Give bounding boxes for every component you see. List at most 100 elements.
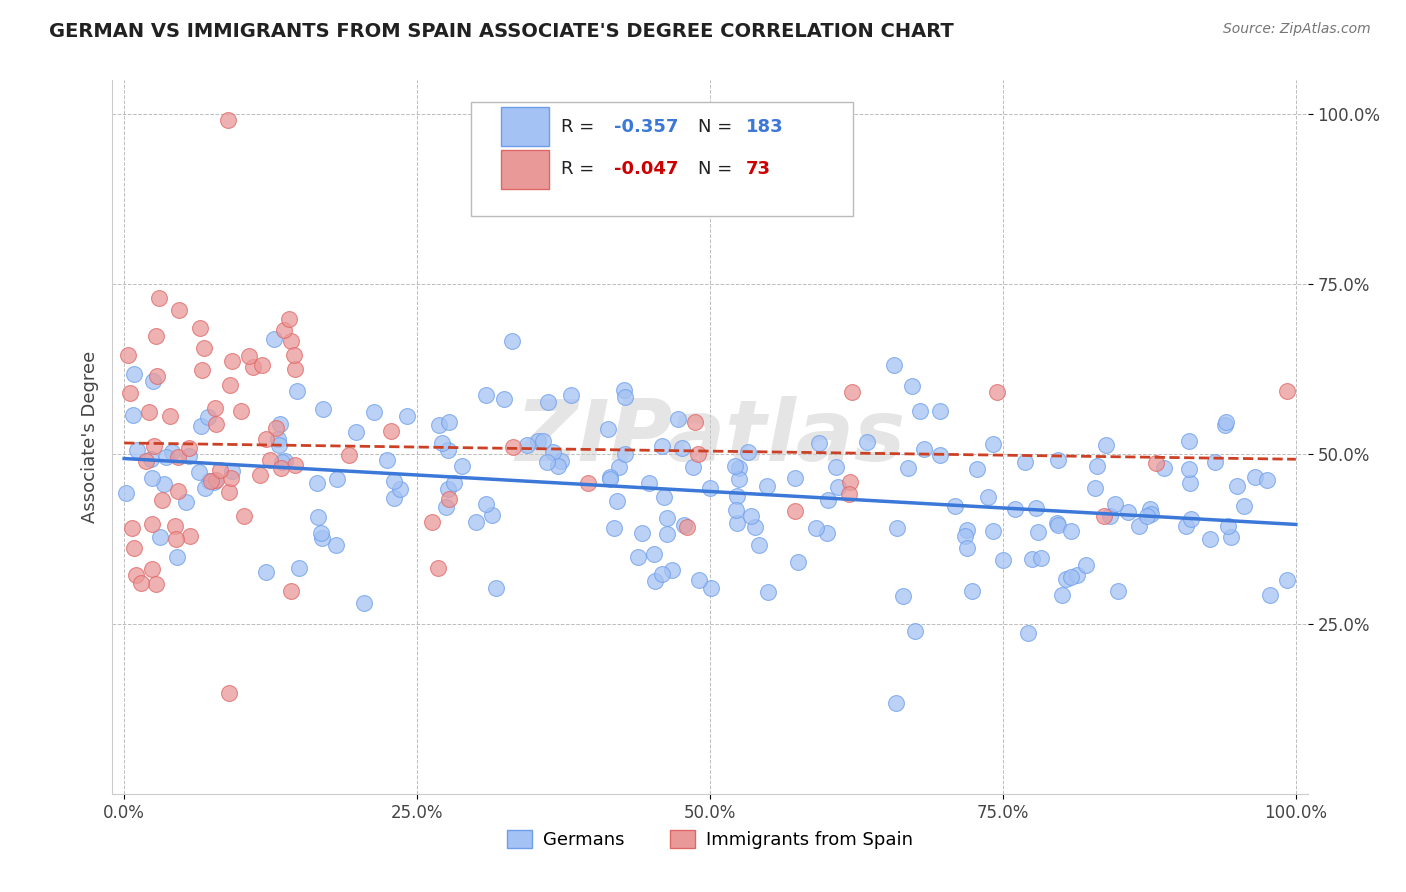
Point — [375, 453, 398, 467]
Point — [1021, 551, 1043, 566]
Point — [229, 403, 252, 417]
Point — [197, 410, 219, 425]
Point — [1136, 508, 1159, 523]
Point — [627, 549, 650, 564]
Point — [273, 454, 295, 468]
Point — [396, 409, 419, 423]
Text: GERMAN VS IMMIGRANTS FROM SPAIN ASSOCIATE'S DEGREE CORRELATION CHART: GERMAN VS IMMIGRANTS FROM SPAIN ASSOCIAT… — [49, 22, 953, 41]
Point — [1178, 475, 1201, 490]
Point — [141, 561, 163, 575]
Point — [266, 420, 288, 434]
Point — [755, 478, 778, 492]
Point — [655, 526, 678, 541]
Point — [501, 334, 523, 348]
Text: N =: N = — [699, 161, 738, 178]
Point — [839, 475, 862, 489]
Point — [344, 425, 367, 439]
Point — [827, 480, 849, 494]
Point — [1180, 512, 1202, 526]
Point — [1275, 573, 1298, 587]
Point — [744, 520, 766, 534]
Y-axis label: Associate's Degree: Associate's Degree — [80, 351, 98, 524]
Point — [928, 404, 950, 418]
Point — [250, 358, 273, 372]
Point — [475, 497, 498, 511]
Point — [138, 405, 160, 419]
Point — [267, 432, 290, 446]
Point — [1046, 516, 1069, 531]
Point — [502, 440, 524, 454]
Point — [966, 462, 988, 476]
Point — [436, 482, 458, 496]
Point — [135, 453, 157, 467]
Point — [785, 471, 807, 485]
Point — [536, 454, 558, 468]
Point — [283, 347, 305, 361]
Point — [121, 521, 143, 535]
Point — [427, 417, 450, 432]
Point — [197, 474, 219, 488]
Point — [280, 584, 302, 599]
Point — [825, 460, 848, 475]
Point — [1046, 518, 1069, 533]
Point — [179, 449, 201, 463]
Point — [307, 510, 329, 524]
Point — [815, 525, 838, 540]
Point — [956, 523, 979, 537]
Text: R =: R = — [561, 118, 599, 136]
Point — [683, 415, 706, 429]
Point — [1026, 525, 1049, 540]
Point — [688, 447, 710, 461]
Point — [363, 405, 385, 419]
Point — [124, 541, 146, 555]
Point — [280, 334, 302, 349]
Text: ZIPatlas: ZIPatlas — [515, 395, 905, 479]
Point — [1025, 500, 1047, 515]
Point — [1144, 457, 1167, 471]
Point — [804, 521, 827, 535]
Point — [273, 323, 295, 337]
Point — [150, 492, 173, 507]
Point — [596, 422, 619, 436]
FancyBboxPatch shape — [501, 107, 548, 146]
Point — [204, 417, 226, 431]
Point — [259, 453, 281, 467]
Point — [1060, 524, 1083, 539]
Point — [727, 460, 749, 475]
Point — [432, 436, 454, 450]
Point — [599, 472, 621, 486]
Point — [1004, 502, 1026, 516]
Point — [1046, 453, 1069, 467]
Point — [149, 529, 172, 543]
Point — [1175, 519, 1198, 533]
Point — [699, 481, 721, 495]
Point — [993, 553, 1015, 567]
Point — [607, 460, 630, 475]
Point — [176, 495, 198, 509]
Point — [202, 475, 225, 490]
Point — [644, 574, 666, 588]
Point — [531, 434, 554, 449]
Point — [194, 481, 217, 495]
Point — [666, 412, 689, 426]
Point — [1226, 479, 1249, 493]
Point — [1178, 462, 1201, 476]
Point — [269, 417, 291, 432]
Point — [312, 401, 335, 416]
Point — [190, 419, 212, 434]
Point — [131, 575, 153, 590]
Point — [494, 392, 516, 406]
Point — [630, 525, 652, 540]
Point — [284, 458, 307, 472]
Point — [1092, 508, 1115, 523]
Point — [141, 517, 163, 532]
Point — [960, 583, 983, 598]
Point — [219, 471, 242, 485]
Point — [120, 385, 142, 400]
Point — [912, 442, 935, 457]
Point — [675, 520, 697, 534]
Point — [516, 438, 538, 452]
FancyBboxPatch shape — [501, 150, 548, 189]
Point — [1076, 558, 1098, 573]
Point — [891, 589, 914, 603]
